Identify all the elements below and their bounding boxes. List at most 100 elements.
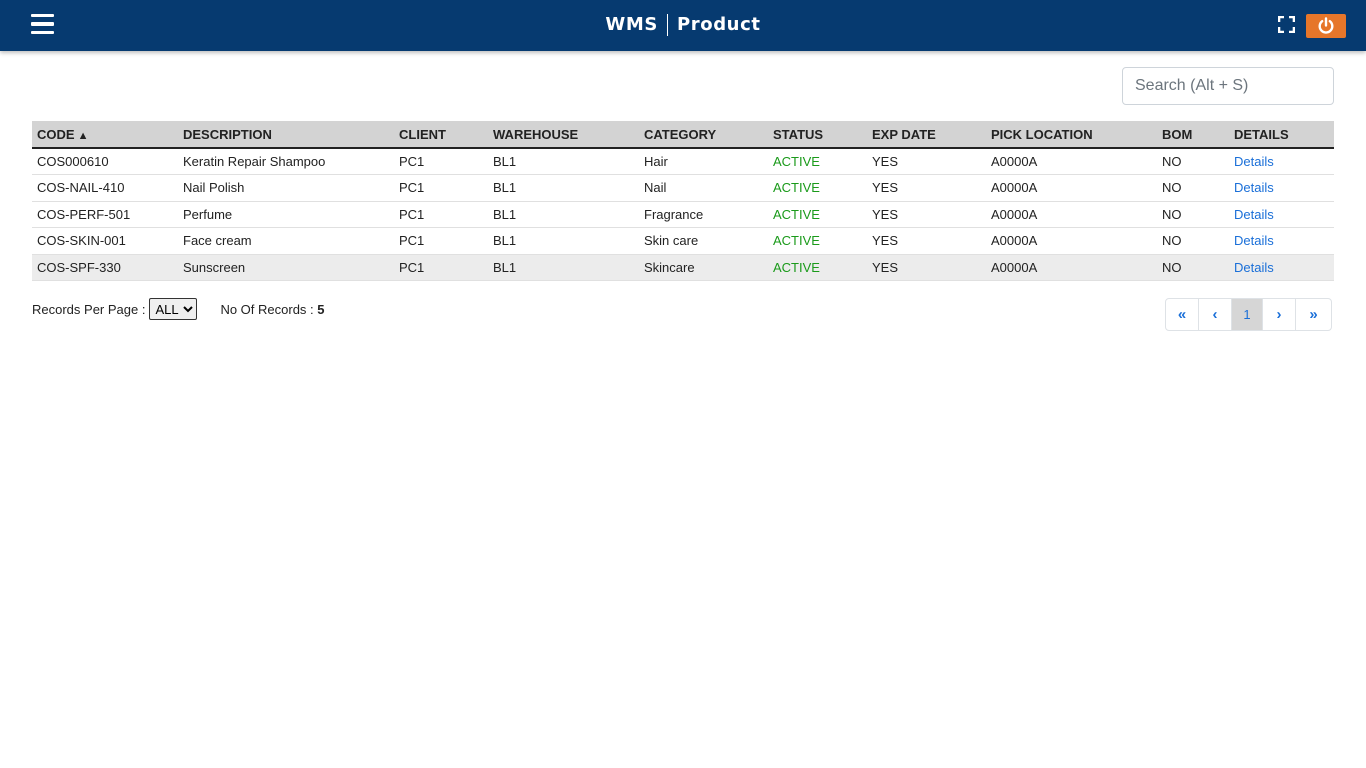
previous-page-button[interactable]: ‹ <box>1199 299 1232 330</box>
table-row[interactable]: COS-SKIN-001 Face cream PC1 BL1 Skin care ACT… <box>32 227 1334 255</box>
cell-client: PC1 <box>394 174 488 202</box>
cell-client: PC1 <box>394 201 488 228</box>
table-row[interactable]: COS000610 Keratin Repair Shampoo PC1 BL1 Hai… <box>32 148 1334 175</box>
column-header-label: WAREHOUSE <box>493 126 579 142</box>
cell-description: Perfume <box>178 201 394 228</box>
cell-code: COS-PERF-501 <box>32 201 178 228</box>
column-header-label: PICK LOCATION <box>991 126 1093 142</box>
column-header-label: DESCRIPTION <box>183 126 272 142</box>
records-per-page-select[interactable]: ALL <box>149 298 198 320</box>
cell-pick-location: A0000A <box>986 227 1157 255</box>
header-row: CODE ▲ DESCRIPTION CLIENT WAREHOUSE CATEGORY S… <box>32 121 1334 149</box>
column-header-code[interactable]: CODE ▲ <box>32 121 178 149</box>
cell-description: Nail Polish <box>178 174 394 202</box>
cell-pick-location: A0000A <box>986 201 1157 228</box>
app-name: WMS <box>605 14 658 35</box>
column-header-pick-location[interactable]: PICK LOCATION <box>986 121 1157 149</box>
cell-exp-date: YES <box>867 201 986 228</box>
column-header-client[interactable]: CLIENT <box>394 121 488 149</box>
cell-pick-location: A0000A <box>986 174 1157 202</box>
column-header-label: EXP DATE <box>872 126 936 142</box>
details-link[interactable]: Details <box>1234 154 1274 169</box>
sort-ascending-icon: ▲ <box>77 129 89 142</box>
current-page-button[interactable]: 1 <box>1232 299 1263 330</box>
cell-code: COS000610 <box>32 148 178 175</box>
column-header-warehouse[interactable]: WAREHOUSE <box>488 121 639 149</box>
cell-warehouse: BL1 <box>488 254 639 281</box>
product-table: CODE ▲ DESCRIPTION CLIENT WAREHOUSE CATEGORY S… <box>32 121 1334 281</box>
first-page-button[interactable]: « <box>1166 299 1199 330</box>
cell-details: Details <box>1229 174 1334 202</box>
details-link[interactable]: Details <box>1234 206 1274 222</box>
hamburger-menu-icon[interactable] <box>31 14 54 35</box>
cell-details: Details <box>1229 201 1334 228</box>
table-row[interactable]: COS-PERF-501 Perfume PC1 BL1 Fragrance ACTIVE… <box>32 201 1334 228</box>
cell-description: Face cream <box>178 227 394 255</box>
top-navbar: WMS Product <box>0 0 1366 51</box>
details-link[interactable]: Details <box>1234 259 1274 275</box>
column-header-label: CODE <box>37 126 75 142</box>
column-header-description[interactable]: DESCRIPTION <box>178 121 394 149</box>
column-header-category[interactable]: CATEGORY <box>639 121 768 149</box>
cell-warehouse: BL1 <box>488 148 639 175</box>
cell-code: COS-SKIN-001 <box>32 227 178 255</box>
power-button[interactable] <box>1306 14 1346 38</box>
details-link[interactable]: Details <box>1234 180 1274 196</box>
cell-category: Hair <box>639 148 768 175</box>
cell-client: PC1 <box>394 254 488 281</box>
cell-warehouse: BL1 <box>488 227 639 255</box>
fullscreen-icon[interactable] <box>1277 15 1296 34</box>
column-header-label: BOM <box>1162 126 1193 142</box>
cell-category: Fragrance <box>639 201 768 228</box>
details-link[interactable]: Details <box>1234 233 1274 249</box>
next-page-button[interactable]: › <box>1263 299 1296 330</box>
cell-code: COS-SPF-330 <box>32 254 178 281</box>
cell-category: Skin care <box>639 227 768 255</box>
cell-warehouse: BL1 <box>488 174 639 202</box>
column-header-label: DETAILS <box>1234 126 1289 142</box>
cell-exp-date: YES <box>867 227 986 255</box>
column-header-label: STATUS <box>773 126 824 142</box>
cell-status: ACTIVE <box>768 174 867 202</box>
column-header-status[interactable]: STATUS <box>768 121 867 149</box>
cell-bom: NO <box>1157 201 1229 228</box>
cell-pick-location: A0000A <box>986 254 1157 281</box>
cell-bom: NO <box>1157 174 1229 202</box>
table-body: COS000610 Keratin Repair Shampoo PC1 BL1 Hai… <box>32 148 1334 281</box>
records-count-text: No Of Records : 5 <box>220 302 324 317</box>
title-divider <box>666 14 668 36</box>
table-row[interactable]: COS-NAIL-410 Nail Polish PC1 BL1 Nail ACTIVE Y… <box>32 174 1334 202</box>
table-header: CODE ▲ DESCRIPTION CLIENT WAREHOUSE CATEGORY S… <box>32 121 1334 149</box>
cell-code: COS-NAIL-410 <box>32 174 178 202</box>
cell-pick-location: A0000A <box>986 148 1157 175</box>
records-per-page-label: Records Per Page : <box>32 301 146 317</box>
cell-category: Skincare <box>639 254 768 281</box>
cell-status: ACTIVE <box>768 227 867 255</box>
cell-description: Keratin Repair Shampoo <box>178 148 394 175</box>
records-count-value: 5 <box>317 301 325 317</box>
records-footer: Records Per Page : ALL No Of Records : 5 <box>32 298 325 320</box>
search-input[interactable] <box>1122 67 1334 105</box>
cell-client: PC1 <box>394 148 488 175</box>
records-count-label: No Of Records : <box>220 301 314 317</box>
cell-category: Nail <box>639 174 768 202</box>
column-header-bom[interactable]: BOM <box>1157 121 1229 149</box>
last-page-button[interactable]: » <box>1309 306 1318 323</box>
cell-exp-date: YES <box>867 148 986 175</box>
cell-exp-date: YES <box>867 174 986 202</box>
table-row[interactable]: COS-SPF-330 Sunscreen PC1 BL1 Skincare ACTIVE… <box>32 254 1334 281</box>
cell-status: ACTIVE <box>768 201 867 228</box>
column-header-label: CATEGORY <box>644 126 717 142</box>
cell-details: Details <box>1229 227 1334 255</box>
column-header-details[interactable]: DETAILS <box>1229 121 1334 149</box>
column-header-label: CLIENT <box>399 126 446 142</box>
cell-bom: NO <box>1157 227 1229 255</box>
cell-exp-date: YES <box>867 254 986 281</box>
column-header-exp-date[interactable]: EXP DATE <box>867 121 986 149</box>
cell-status: ACTIVE <box>768 254 867 281</box>
cell-details: Details <box>1229 148 1334 175</box>
cell-status: ACTIVE <box>768 148 867 175</box>
power-icon <box>1318 17 1334 34</box>
cell-bom: NO <box>1157 148 1229 175</box>
pagination: « ‹ 1 › » <box>1165 298 1332 331</box>
